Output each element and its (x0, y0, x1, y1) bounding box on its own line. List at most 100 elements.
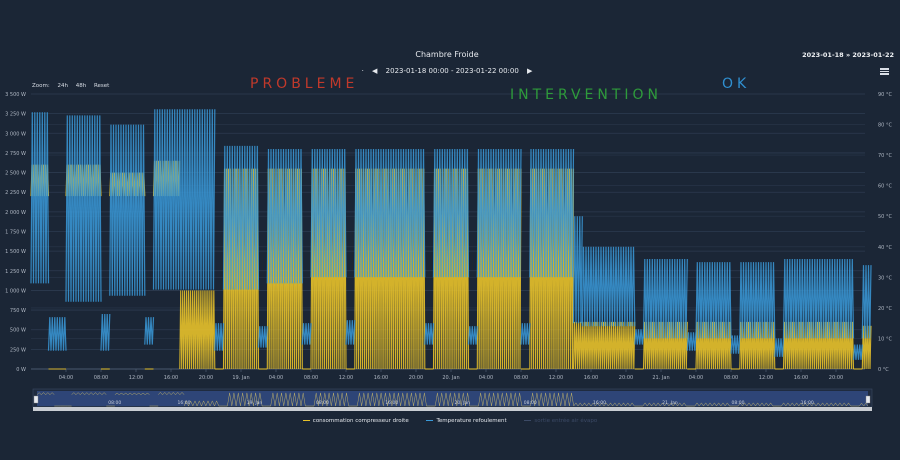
navigator-series-segment (859, 402, 869, 407)
power-line-segment (642, 321, 688, 370)
navigator-series-segment (36, 392, 55, 396)
navigator-series-segment (158, 392, 185, 396)
temperature-line-segment (345, 320, 356, 345)
navigator-label: 16:00 (801, 400, 814, 406)
y-right-tick-label: 10 °C (878, 336, 892, 342)
legend-label: consommation compresseur droite (312, 418, 409, 424)
navigator-series-segment (114, 392, 150, 396)
x-tick-label: 04:00 (479, 375, 493, 381)
temperature-line-segment (432, 148, 470, 278)
navigator-label: 21. Jan (662, 400, 678, 406)
navigator-series-segment (434, 392, 471, 407)
temperature-line-segment (30, 112, 50, 284)
temperature-line-segment (686, 332, 697, 351)
navigator-right-handle[interactable] (865, 395, 871, 404)
temperature-line-segment (257, 326, 268, 348)
x-tick-label: 20:00 (829, 375, 843, 381)
temperature-line-segment (266, 148, 303, 284)
legend-swatch (524, 419, 532, 422)
temperature-line-segment (152, 109, 216, 290)
power-line-segment (861, 325, 872, 370)
zoom-24h-button[interactable]: 24h (57, 83, 68, 89)
y-right-tick-label: 80 °C (878, 123, 892, 129)
navigator-selection[interactable] (37, 391, 868, 406)
navigator-left-handle[interactable] (33, 395, 39, 404)
x-tick-label: 12:00 (759, 375, 773, 381)
temperature-line-segment (572, 216, 583, 324)
power-line-segment (739, 321, 776, 370)
power-line-segment (310, 168, 347, 370)
x-tick-label: 16:00 (374, 375, 388, 381)
x-tick-label: 19. Jan (232, 375, 249, 381)
prev-range-icon[interactable]: ◀ (372, 67, 378, 75)
legend-swatch (302, 419, 310, 422)
x-tick-label: 20:00 (199, 375, 213, 381)
zoom-48h-button[interactable]: 48h (75, 83, 87, 89)
y-right-tick-label: 20 °C (878, 306, 892, 312)
temperature-line-segment (730, 335, 741, 354)
temperature-line-segment (467, 326, 478, 345)
navigator-series-segment (357, 392, 427, 407)
navigator-series-segment (694, 402, 730, 407)
legend: consommation compresseur droite Temperat… (0, 418, 900, 424)
annotation-ok: OK (722, 76, 751, 92)
navigator-label: 20. Jan (455, 400, 471, 406)
next-range-icon[interactable]: ▶ (527, 67, 533, 75)
power-line-segment (354, 168, 426, 370)
zoom-bar: Zoom: 24h 48h Reset (32, 83, 115, 89)
annotation-intervention: INTERVENTION (510, 87, 663, 103)
chart-title: Chambre Froide (415, 50, 479, 59)
zoom-reset-button[interactable]: Reset (93, 83, 110, 89)
temperature-line-segment (100, 313, 111, 351)
x-tick-label: 08:00 (304, 375, 318, 381)
legend-label: Temperature refoulement (436, 418, 507, 424)
navigator-series-segment (573, 402, 635, 407)
y-right-tick-label: 60 °C (878, 184, 892, 190)
y-left-tick-label: 1 250 W (5, 269, 26, 275)
temperature-line-segment (642, 258, 688, 339)
temperature-line-segment (47, 317, 67, 351)
y-left-tick-label: 3 250 W (5, 112, 26, 118)
x-tick-label: 16:00 (794, 375, 808, 381)
navigator-scrollbar[interactable] (33, 407, 872, 411)
temperature-line-segment (109, 124, 146, 296)
y-left-tick-label: 0 W (16, 367, 26, 373)
y-right-tick-label: 0 °C (878, 367, 889, 373)
y-right-tick-label: 90 °C (878, 92, 892, 98)
legend-item-temperature[interactable]: Temperature refoulement (426, 418, 507, 424)
power-line-segment (782, 321, 855, 370)
navigator-series-segment (227, 392, 263, 407)
dot-icon: · (361, 67, 364, 75)
y-left-tick-label: 3 500 W (5, 92, 26, 98)
legend-label: sortie entrée air évapo (534, 418, 598, 424)
x-tick-label: 20:00 (619, 375, 633, 381)
temperature-line-segment (222, 145, 260, 290)
temperature-line-segment (144, 317, 155, 345)
temperature-line-segment (354, 148, 426, 278)
hamburger-menu-icon[interactable] (880, 68, 889, 75)
legend-item-sortie-air[interactable]: sortie entrée air évapo (524, 418, 597, 424)
power-line-segment (695, 321, 732, 370)
navigator-label: 16:00 (385, 400, 398, 406)
date-range-selector[interactable]: 2023-01-18 » 2023-01-22 (802, 51, 894, 59)
temperature-line-segment (581, 246, 636, 327)
legend-item-consommation[interactable]: consommation compresseur droite (302, 418, 409, 424)
power-line-segment (179, 290, 216, 370)
x-tick-label: 20:00 (409, 375, 423, 381)
temperature-line-segment (739, 262, 776, 339)
navigator-label: 16:00 (178, 400, 191, 406)
y-left-tick-label: 3 000 W (5, 131, 26, 137)
x-tick-label: 16:00 (584, 375, 598, 381)
x-tick-label: 12:00 (339, 375, 353, 381)
power-line-segment (432, 168, 470, 370)
y-left-tick-label: 1 500 W (5, 249, 26, 255)
temperature-line-segment (476, 148, 522, 278)
x-tick-label: 04:00 (689, 375, 703, 381)
x-tick-label: 12:00 (129, 375, 143, 381)
y-left-tick-label: 250 W (10, 347, 26, 353)
temperature-line-segment (214, 323, 225, 351)
y-left-tick-label: 750 W (10, 308, 26, 314)
navigator-label: 08:00 (316, 400, 329, 406)
